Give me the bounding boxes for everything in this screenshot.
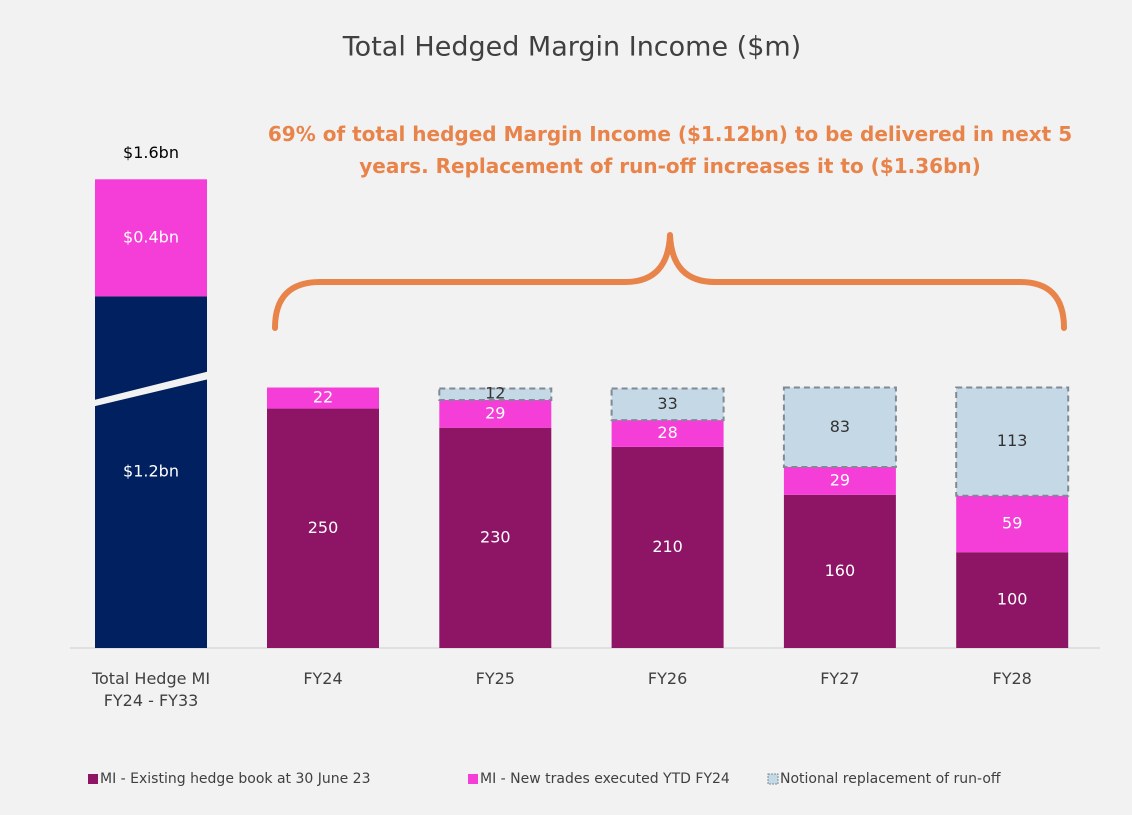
annotation: 69% of total hedged Margin Income ($1.12… [267, 122, 1073, 178]
data-label: $1.2bn [123, 462, 179, 481]
bar-segment [95, 179, 207, 297]
data-label: 59 [1002, 513, 1022, 532]
legend-label: Notional replacement of run-off [780, 771, 1001, 787]
data-label: 113 [997, 431, 1028, 450]
bar-segment [439, 427, 552, 648]
bar-segment [782, 386, 897, 468]
x-tick-label: Total Hedge MI FY24 - FY33 [91, 669, 211, 710]
legend-label: MI - Existing hedge book at 30 June 23 [100, 771, 371, 787]
legend-swatch [88, 774, 98, 784]
bar-segment [783, 466, 896, 495]
x-tick-label: FY24 [303, 669, 343, 688]
legend-swatch [468, 774, 478, 784]
bar-segment [956, 552, 1069, 648]
bar-segment [956, 495, 1069, 553]
bar-segment [95, 296, 207, 648]
bar-segment [611, 446, 724, 648]
data-label: 29 [830, 470, 850, 489]
data-label: 83 [830, 417, 850, 436]
bar-segment [267, 408, 379, 648]
legend-label: MI - New trades executed YTD FY24 [480, 771, 730, 787]
bar-segment [610, 387, 725, 422]
data-label: 210 [652, 537, 683, 556]
data-label: 100 [997, 590, 1028, 609]
x-tick-label: FY25 [475, 669, 515, 688]
bar-segment [783, 494, 896, 648]
bar-segment [611, 420, 724, 447]
legend-swatch [767, 773, 779, 785]
bar-segment [955, 386, 1070, 497]
bar-segment [267, 387, 379, 409]
data-label: 250 [308, 518, 339, 537]
data-label: 29 [485, 403, 505, 422]
data-label: 28 [657, 423, 677, 442]
chart-title: Total Hedged Margin Income ($m) [342, 32, 801, 63]
total-label: $1.6bn [123, 143, 179, 162]
data-label: 33 [657, 394, 677, 413]
x-tick-label: FY28 [992, 669, 1032, 688]
data-label: 12 [485, 384, 505, 403]
data-label: 160 [825, 561, 856, 580]
bar-segment [438, 387, 553, 401]
data-label: 22 [313, 388, 333, 407]
bar-segment [439, 399, 552, 428]
x-tick-label: FY27 [820, 669, 860, 688]
brace [272, 232, 1067, 331]
axis-break [62, 366, 230, 414]
data-label: $0.4bn [123, 227, 179, 246]
x-tick-label: FY26 [647, 669, 688, 688]
data-label: 230 [480, 527, 511, 546]
